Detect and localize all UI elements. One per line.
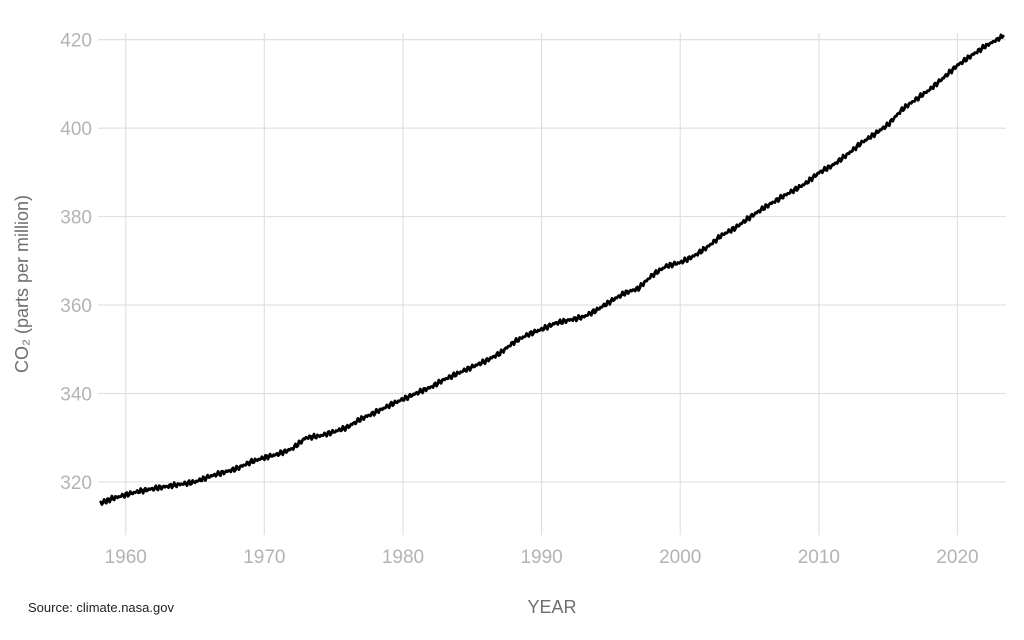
co2-data-point [734, 226, 737, 229]
co2-data-point [124, 494, 127, 496]
x-tick-label: 1960 [105, 547, 147, 568]
co2-data-point [291, 448, 293, 450]
y-tick-label: 400 [60, 119, 92, 140]
co2-data-point [235, 467, 238, 470]
co2-data-point [915, 98, 917, 101]
co2-data-point [471, 366, 474, 368]
co2-data-point [263, 456, 266, 459]
co2-data-point [637, 287, 640, 290]
co2-data-point [582, 316, 584, 318]
co2-data-point [762, 207, 765, 209]
co2-data-point [416, 392, 418, 394]
co2-data-point [374, 411, 377, 414]
co2-data-point [111, 497, 113, 500]
co2-data-point [138, 490, 141, 493]
co2-data-point [624, 292, 626, 294]
grid [98, 33, 1006, 535]
co2-data-point [388, 404, 390, 407]
co2-data-point [180, 483, 182, 485]
co2-data-point [429, 386, 432, 389]
co2-data-point [901, 108, 903, 111]
co2-data-point [596, 309, 598, 311]
co2-data-point [402, 398, 404, 401]
y-tick-label: 320 [60, 473, 92, 494]
co2-data-point [693, 255, 695, 257]
co2-data-point [152, 487, 155, 490]
y-tick-label: 380 [60, 208, 92, 229]
co2-data-point [970, 54, 973, 57]
x-axis-title: YEAR [527, 597, 576, 617]
co2-data-point [332, 431, 335, 433]
co2-data-point [554, 322, 557, 324]
co2-data-point [873, 133, 876, 136]
co2-data-point [942, 76, 945, 79]
co2-data-point [665, 265, 668, 267]
co2-data-point [887, 123, 889, 126]
co2-data-point [194, 481, 196, 483]
co2-data-point [526, 333, 529, 336]
co2-data-point [222, 471, 224, 474]
co2-data-point [485, 359, 488, 362]
co2-data-point [804, 183, 806, 185]
co2-data-point [443, 378, 446, 381]
co2-data-point [707, 245, 709, 248]
co2-data-point [305, 436, 307, 439]
co2-data-point [721, 234, 723, 236]
co2-data-point [679, 261, 681, 264]
co2-data-point [984, 45, 986, 48]
co2-data-point [360, 417, 363, 420]
co2-series-line [99, 33, 1005, 506]
tick-labels: 320 340 360 380 400 420 1960 1970 1980 1990 2000 20… [60, 31, 978, 568]
x-tick-label: 1970 [243, 547, 285, 568]
co2-data-point [540, 328, 543, 331]
co2-data-point [790, 191, 792, 193]
x-tick-label: 2000 [659, 547, 701, 568]
co2-data-point [859, 142, 862, 145]
co2-data-point [346, 426, 349, 428]
co2-data-point [100, 502, 102, 505]
co2-data-point [513, 341, 515, 344]
x-tick-label: 2010 [798, 547, 840, 568]
co2-data-point [249, 461, 252, 463]
co2-data-point [776, 198, 779, 201]
series-layer [99, 33, 1005, 506]
co2-data-point [818, 172, 820, 174]
x-tick-label: 1980 [382, 547, 424, 568]
y-axis-title: CO₂ (parts per million) [12, 195, 32, 373]
co2-data-point [929, 88, 931, 91]
co2-data-point [610, 300, 612, 302]
co2-data-point [499, 352, 501, 355]
x-tick-label: 1990 [520, 547, 562, 568]
y-tick-label: 340 [60, 384, 92, 405]
x-tick-label: 2020 [936, 547, 978, 568]
co2-data-point [319, 435, 321, 437]
co2-data-point [457, 372, 460, 374]
co2-data-point [831, 164, 834, 166]
source-note: Source: climate.nasa.gov [28, 600, 174, 615]
co2-data-point [845, 154, 848, 156]
y-tick-label: 420 [60, 31, 92, 52]
co2-data-point [1002, 35, 1004, 37]
co2-data-point [651, 274, 654, 276]
y-tick-label: 360 [60, 296, 92, 317]
co2-data-point [568, 319, 571, 321]
co2-data-point [166, 485, 169, 488]
co2-data-point [208, 475, 210, 478]
co2-data-point [748, 216, 751, 219]
co2-data-point [956, 64, 959, 67]
co2-data-point [277, 453, 280, 455]
